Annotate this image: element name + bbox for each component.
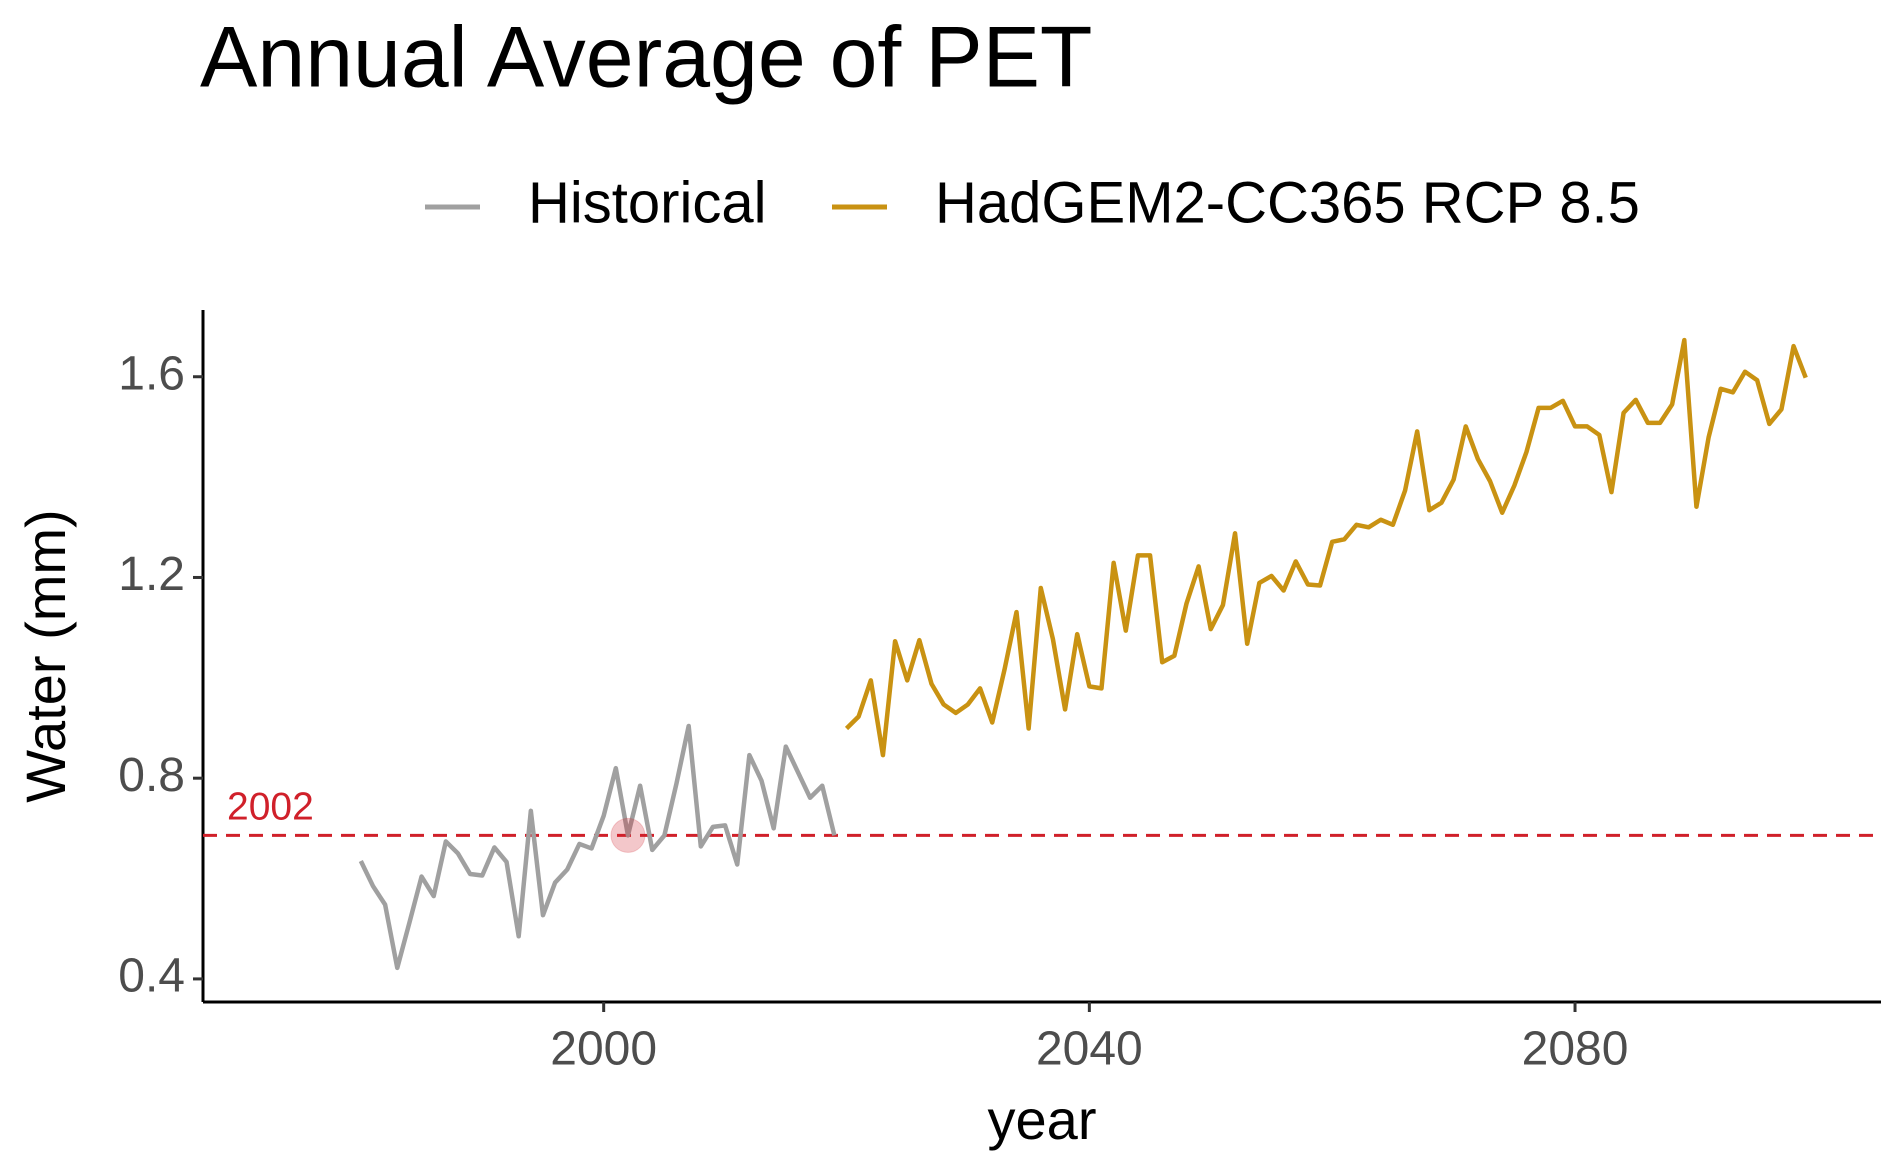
y-tick-label: 0.4 [118,950,185,1003]
reference-point [610,817,646,853]
y-axis-title: Water (mm) [14,509,77,802]
reference-label: 2002 [227,786,314,829]
x-tick-label: 2080 [1522,1023,1629,1076]
x-axis-title: year [988,1088,1097,1151]
legend-label: HadGEM2-CC365 RCP 8.5 [935,170,1640,235]
x-tick-label: 2000 [550,1023,657,1076]
y-tick-label: 0.8 [118,749,185,802]
y-tick-label: 1.6 [118,347,185,400]
series-line [358,723,837,971]
legend-label: Historical [528,170,767,235]
chart-title: Annual Average of PET [200,10,1092,106]
x-tick-label: 2040 [1036,1023,1143,1076]
series-line [844,337,1808,758]
y-tick-label: 1.2 [118,548,185,601]
